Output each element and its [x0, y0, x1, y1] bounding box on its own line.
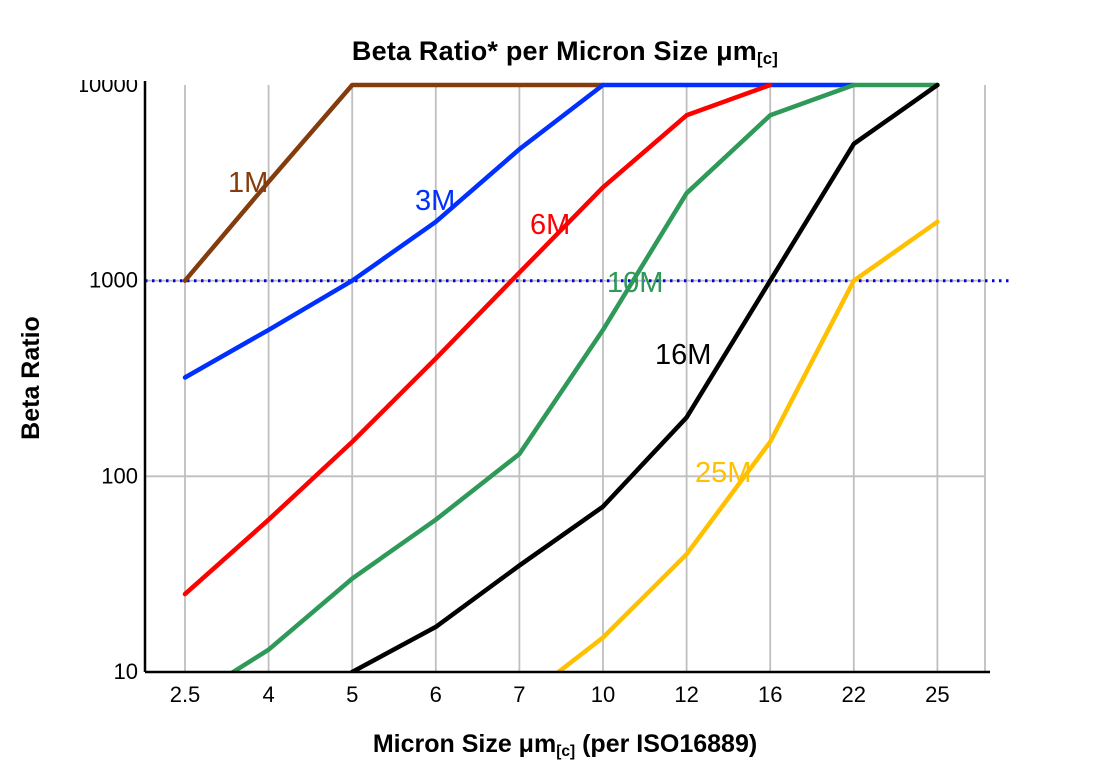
series-line-25M [554, 219, 940, 672]
series-line-10M [228, 82, 940, 672]
x-axis-title-pre: Micron Size μm [372, 730, 557, 758]
series-line-6M [182, 82, 773, 597]
series-label-10M: 10M [607, 267, 663, 299]
x-tick-label-25: 25 [925, 682, 949, 707]
y-tick-label-1000: 1000 [89, 268, 138, 293]
y-tick-label-10: 10 [114, 659, 138, 684]
series-label-16M: 16M [655, 339, 711, 371]
series-label-3M: 3M [415, 185, 455, 217]
y-axis-title: Beta Ratio [17, 316, 45, 440]
series-label-6M: 6M [530, 209, 570, 241]
y-tick-label-100: 100 [101, 463, 138, 488]
x-tick-label-12: 12 [674, 682, 698, 707]
x-tick-label-5: 5 [346, 682, 358, 707]
plot-area: 10 100 1000 10000 2.5 4 5 6 7 10 12 16 22 25 1M 3M 6M 10M… [80, 80, 1010, 707]
chart-title: Beta Ratio* per Micron Size μm[c] [30, 36, 1098, 69]
x-axis-title-post: (per ISO16889) [575, 730, 758, 758]
x-axis-title: Micron Size μm[c] (per ISO16889) [30, 730, 1098, 761]
x-tick-label-6: 6 [430, 682, 442, 707]
y-tick-label-10000: 10000 [80, 80, 138, 97]
series-label-25M: 25M [695, 457, 751, 489]
series-label-1M: 1M [228, 167, 268, 199]
x-tick-label-22: 22 [842, 682, 866, 707]
chart-title-subscript: [c] [757, 49, 779, 69]
x-tick-label-16: 16 [758, 682, 782, 707]
series-line-1M [182, 82, 606, 283]
x-tick-label-4: 4 [262, 682, 274, 707]
x-axis-title-subscript: [c] [556, 742, 576, 760]
x-tick-label-7: 7 [513, 682, 525, 707]
series-line-16M [349, 82, 940, 672]
x-tick-label-10: 10 [591, 682, 615, 707]
series-line-3M [182, 82, 857, 380]
x-tick-label-2.5: 2.5 [170, 682, 201, 707]
chart-title-text: Beta Ratio* per Micron Size μm [351, 36, 758, 66]
